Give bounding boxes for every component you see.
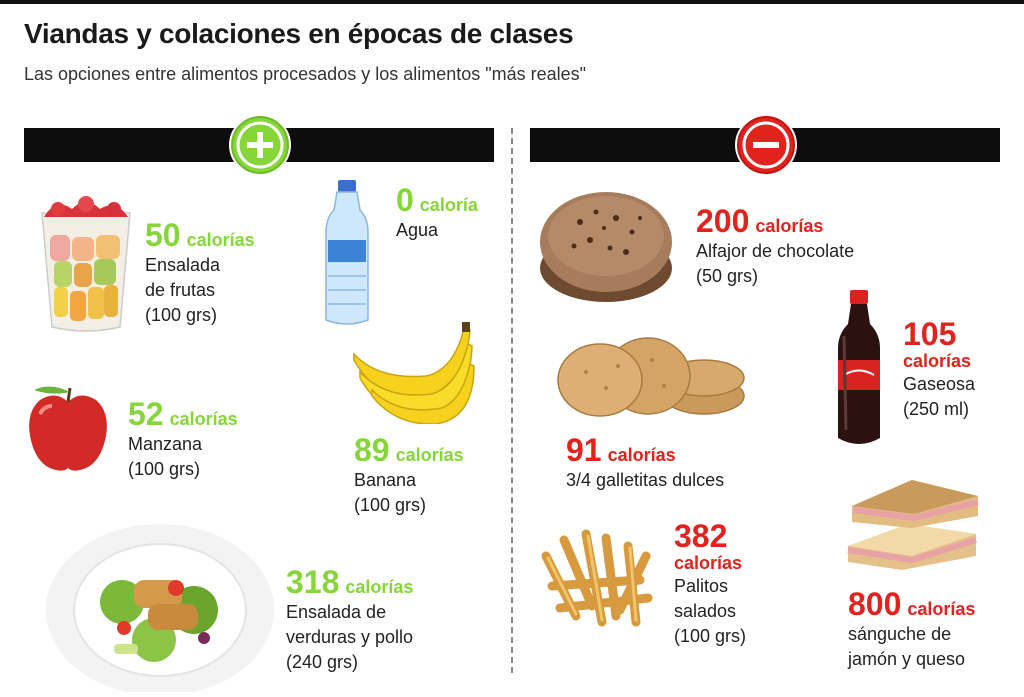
calorie-number: 89 [354, 432, 390, 468]
description-line: (50 grs) [696, 266, 759, 286]
calorie-unit: calorías [903, 351, 972, 371]
calorie-label: 0 caloría [396, 184, 478, 216]
description-line: de frutas [145, 280, 216, 300]
cookies-icon [556, 336, 746, 423]
fruit-salad-cup-icon [36, 195, 136, 340]
apple-item: 52 calorías Manzana (100 grs) [128, 398, 238, 482]
calorie-number: 91 [566, 432, 602, 468]
item-description: Alfajor de chocolate (50 grs) [696, 239, 854, 289]
calorie-number: 800 [848, 586, 902, 622]
description-line: salados [674, 601, 737, 621]
item-description: Agua [396, 218, 478, 243]
calorie-number: 50 [145, 217, 181, 253]
banana-icon [350, 320, 476, 429]
calorie-label: 200 calorías [696, 205, 854, 237]
sandwich-item: 800 calorías sánguche de jamón y queso [848, 588, 975, 672]
description-line: Manzana [128, 434, 203, 454]
description-line: sánguche de [848, 624, 952, 644]
cookies-item: 91 calorías 3/4 galletitas dulces [566, 434, 724, 493]
description-line: Ensalada de [286, 602, 387, 622]
page-title: Viandas y colaciones en épocas de clases [24, 18, 574, 49]
plus-icon [229, 114, 291, 176]
chicken-salad-icon [44, 520, 276, 697]
apple-icon [26, 382, 110, 479]
item-description: Ensalada de verduras y pollo (240 grs) [286, 600, 413, 675]
sandwich-icon [842, 476, 982, 577]
column-divider [511, 128, 513, 673]
item-description: Gaseosa (250 ml) [903, 372, 975, 422]
calorie-number: 52 [128, 396, 164, 432]
calorie-unit: calorías [674, 553, 743, 573]
calorie-label: 382 calorías [674, 520, 746, 572]
salty-sticks-icon [536, 526, 660, 635]
description-line: (100 grs) [674, 626, 747, 646]
soda-item: 105 calorías Gaseosa (250 ml) [903, 318, 975, 422]
water-item: 0 caloría Agua [396, 184, 478, 243]
minus-icon [735, 114, 797, 176]
description-line: Alfajor de chocolate [696, 241, 855, 261]
description-line: Gaseosa [903, 374, 976, 394]
calorie-number: 200 [696, 203, 750, 239]
description-line: Agua [396, 220, 439, 240]
fruit-salad-item: 50 calorías Ensalada de frutas (100 grs) [145, 219, 255, 328]
page-subtitle: Las opciones entre alimentos procesados … [24, 64, 587, 84]
calorie-number: 0 [396, 182, 414, 218]
calorie-label: 89 calorías [354, 434, 464, 466]
description-line: (100 grs) [128, 459, 201, 479]
calorie-number: 318 [286, 564, 340, 600]
banana-item: 89 calorías Banana (100 grs) [354, 434, 464, 518]
description-line: Ensalada [145, 255, 221, 275]
item-description: sánguche de jamón y queso [848, 622, 975, 672]
description-line: Palitos [674, 576, 729, 596]
calorie-number: 382 [674, 518, 728, 554]
chicken-salad-item: 318 calorías Ensalada de verduras y pollo… [286, 566, 413, 675]
salty-sticks-item: 382 calorías Palitos salados (100 grs) [674, 520, 746, 649]
description-line: (100 grs) [145, 305, 218, 325]
calorie-label: 105 calorías [903, 318, 975, 370]
alfajor-icon [536, 188, 676, 313]
calorie-unit: calorías [607, 445, 676, 465]
item-description: 3/4 galletitas dulces [566, 468, 724, 493]
top-rule [0, 0, 1024, 4]
calorie-unit: calorías [345, 577, 414, 597]
calorie-label: 91 calorías [566, 434, 724, 466]
item-description: Manzana (100 grs) [128, 432, 238, 482]
calorie-unit: calorías [755, 216, 824, 236]
item-description: Palitos salados (100 grs) [674, 574, 746, 649]
item-description: Banana (100 grs) [354, 468, 464, 518]
calorie-unit: calorías [907, 599, 976, 619]
description-line: jamón y queso [848, 649, 966, 669]
item-description: Ensalada de frutas (100 grs) [145, 253, 255, 328]
calorie-number: 105 [903, 316, 957, 352]
calorie-unit: calorías [169, 409, 238, 429]
water-bottle-icon [322, 180, 372, 333]
description-line: verduras y pollo [286, 627, 414, 647]
description-line: (240 grs) [286, 652, 359, 672]
alfajor-item: 200 calorías Alfajor de chocolate (50 grs… [696, 205, 854, 289]
calorie-unit: calorías [395, 445, 464, 465]
calorie-label: 800 calorías [848, 588, 975, 620]
calorie-label: 50 calorías [145, 219, 255, 251]
calorie-unit: caloría [419, 195, 478, 215]
soda-bottle-icon [834, 290, 884, 455]
calorie-label: 318 calorías [286, 566, 413, 598]
calorie-label: 52 calorías [128, 398, 238, 430]
description-line: Banana [354, 470, 417, 490]
description-line: (100 grs) [354, 495, 427, 515]
calorie-unit: calorías [186, 230, 255, 250]
description-line: 3/4 galletitas dulces [566, 470, 725, 490]
description-line: (250 ml) [903, 399, 970, 419]
